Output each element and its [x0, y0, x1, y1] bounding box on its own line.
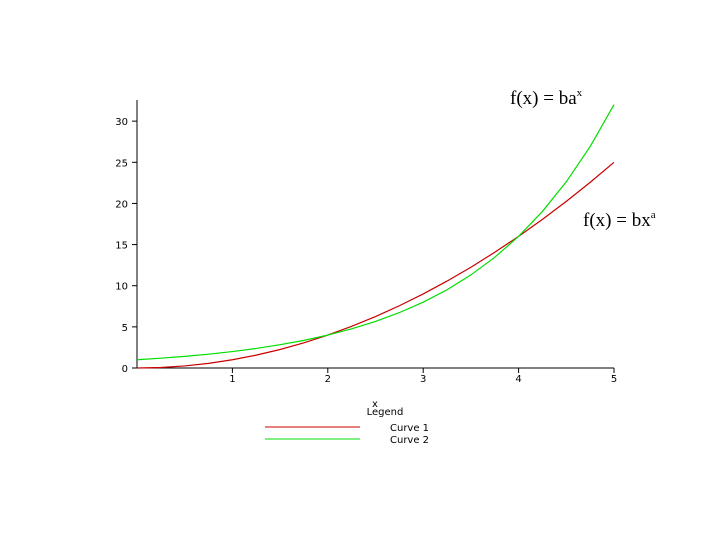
annotation: f(x) = bxa: [583, 209, 656, 231]
x-tick-label: 4: [515, 374, 521, 385]
x-tick-label: 1: [229, 374, 235, 385]
y-tick-label: 0: [122, 364, 128, 375]
annotation: f(x) = bax: [510, 87, 583, 109]
x-tick-label: 5: [611, 374, 617, 385]
annotation-text: f(x) = bx: [583, 210, 651, 231]
legend-label: Curve 1: [390, 423, 429, 434]
y-tick-label: 10: [115, 282, 128, 293]
y-tick-label: 5: [122, 323, 128, 334]
series-line: [136, 104, 615, 361]
annotation-sup: a: [651, 209, 656, 221]
series-line: [136, 161, 615, 369]
x-tick-label: 2: [325, 374, 331, 385]
y-tick-label: 15: [115, 241, 128, 252]
legend-title: Legend: [367, 407, 404, 418]
y-tick-label: 25: [115, 158, 128, 169]
legend-label: Curve 2: [390, 435, 429, 446]
annotation-sup: x: [577, 87, 583, 99]
x-axis-label: x: [372, 399, 378, 410]
y-tick-label: 20: [115, 199, 128, 210]
y-tick-label: 30: [115, 117, 128, 128]
x-tick-label: 3: [420, 374, 426, 385]
annotation-text: f(x) = ba: [510, 88, 577, 109]
